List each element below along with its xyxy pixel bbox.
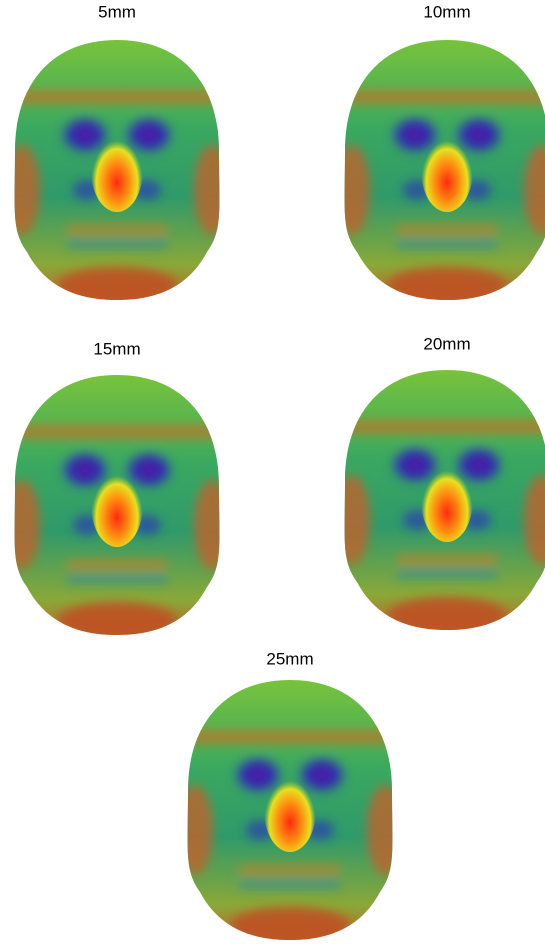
face-heatmap (334, 365, 545, 635)
panel-label: 20mm (423, 334, 470, 353)
figure: 5mm 10mm 15mm 20mm 25mm (0, 0, 545, 944)
panel-label: 10mm (423, 2, 470, 21)
panel-label: 25mm (266, 649, 313, 668)
face-heatmap (334, 35, 545, 305)
panel-label: 5mm (98, 2, 136, 21)
face-heatmap (4, 370, 230, 640)
panel-label: 15mm (93, 339, 140, 358)
face-heatmap (177, 675, 403, 944)
page: 5mm 10mm 15mm 20mm 25mm (() => { const d… (0, 0, 545, 944)
face-heatmap (4, 35, 230, 305)
